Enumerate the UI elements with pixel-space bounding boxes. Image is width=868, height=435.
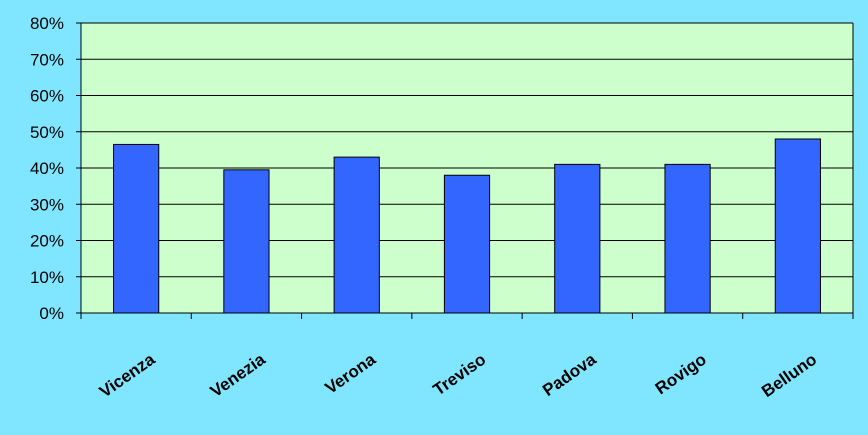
x-tick-label: Verona [322,349,380,397]
y-tick-labels: 0% 10% 20% 30% 40% 50% 60% 70% 80% [30,14,64,323]
y-tick-label: 70% [30,50,64,69]
y-tick-label: 30% [30,195,64,214]
bar-treviso [443,174,491,314]
x-tick-label: Padova [539,349,600,400]
bar-vicenza [113,143,160,314]
bars [113,138,821,314]
x-tick-label: Treviso [430,350,490,400]
y-tick-label: 40% [30,159,64,178]
axes [80,23,854,319]
y-tick-label: 50% [30,123,64,142]
y-tick-label: 80% [30,14,64,33]
x-tick-label: Venezia [207,349,269,401]
x-tick-label: Vicenza [96,349,159,401]
y-tick-label: 10% [30,268,64,287]
x-tick-label: Belluno [758,350,820,401]
y-tick-label: 60% [30,87,64,106]
x-tick-labels: Vicenza Venezia Verona Treviso Padova Rovigo B… [96,349,820,401]
bar-belluno [774,138,821,314]
y-tick-label: 0% [39,304,64,323]
x-tick-label: Rovigo [652,350,710,399]
bar-rovigo [664,163,711,314]
y-tick-label: 20% [30,232,64,251]
bar-verona [333,156,380,314]
bar-padova [554,163,601,314]
bar-venezia [223,169,270,314]
